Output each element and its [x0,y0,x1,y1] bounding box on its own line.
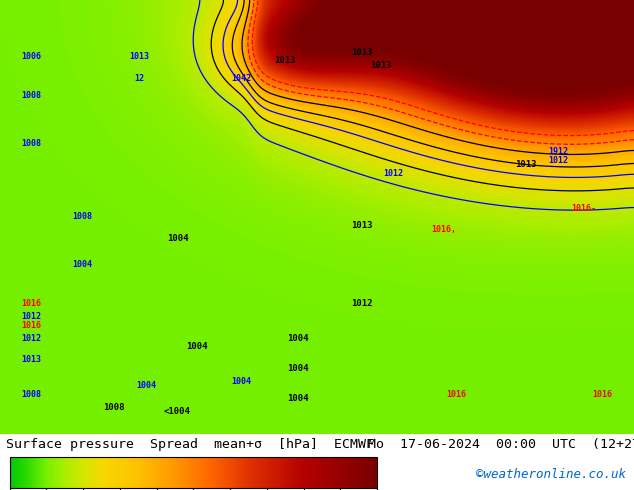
Text: 1006: 1006 [22,52,42,61]
Text: 1012: 1012 [351,299,372,308]
Text: 1013: 1013 [351,221,372,230]
Text: ©weatheronline.co.uk: ©weatheronline.co.uk [476,468,626,481]
Text: 1013: 1013 [515,160,537,169]
Text: 1016: 1016 [22,299,42,308]
Text: 1012: 1012 [548,156,568,165]
Text: 1016: 1016 [592,390,612,399]
Text: 1013: 1013 [22,355,42,365]
Text: 1004: 1004 [136,381,156,391]
Text: 1013: 1013 [351,48,372,56]
Text: 1008: 1008 [22,139,42,147]
Text: 1012: 1012 [22,334,42,343]
Text: 1004: 1004 [287,334,309,343]
Text: 1012: 1012 [383,169,403,178]
Text: 12: 12 [134,74,145,82]
Text: 1004: 1004 [287,364,309,373]
Text: 1912: 1912 [548,147,568,156]
Text: 1016: 1016 [446,390,467,399]
Text: 1004: 1004 [186,343,207,351]
Text: 1008: 1008 [72,212,93,221]
Text: 1004: 1004 [231,377,251,386]
Text: 1013: 1013 [275,56,296,65]
Text: 1016-: 1016- [571,204,596,213]
Text: 1004: 1004 [72,260,93,269]
Text: 1004: 1004 [167,234,188,243]
Text: Surface pressure  Spread  mean+σ  [hPa]  ECMWF: Surface pressure Spread mean+σ [hPa] ECM… [6,438,374,451]
Text: 1013: 1013 [370,61,391,70]
Text: 1004: 1004 [287,394,309,403]
Text: <1004: <1004 [164,408,191,416]
Text: 1042: 1042 [231,74,251,82]
Text: Mo  17-06-2024  00:00  UTC  (12+276): Mo 17-06-2024 00:00 UTC (12+276) [368,438,634,451]
Text: 1016: 1016 [22,321,42,330]
Text: 1012: 1012 [22,312,42,321]
Text: 1008: 1008 [22,91,42,100]
Text: 1016,: 1016, [431,225,456,234]
Text: 1008: 1008 [103,403,125,412]
Text: 1013: 1013 [129,52,150,61]
Text: 1008: 1008 [22,390,42,399]
